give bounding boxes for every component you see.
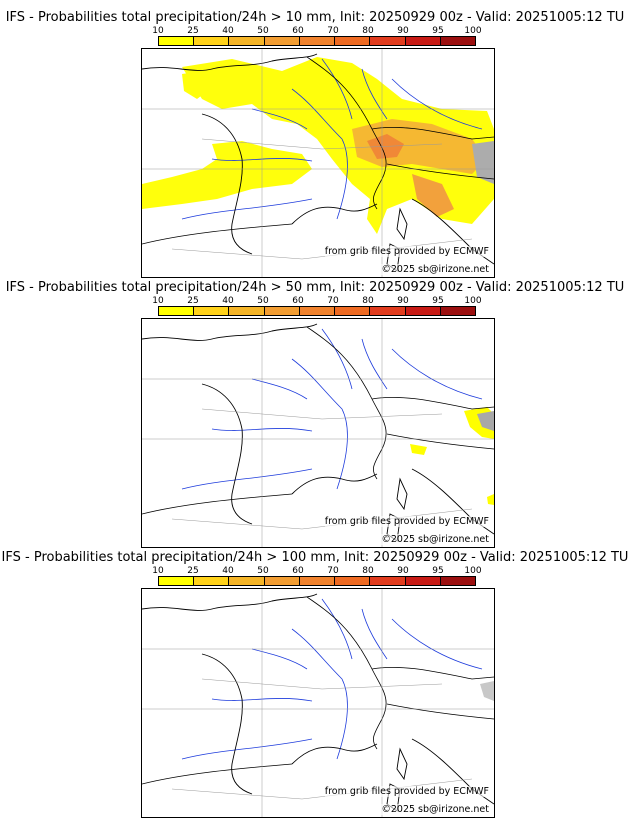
prob-grey-area xyxy=(480,681,494,701)
legend-tick: 90 xyxy=(397,296,409,306)
legend-swatch xyxy=(335,37,371,45)
legend-swatch xyxy=(440,37,475,45)
legend-tick: 70 xyxy=(327,26,339,36)
precip-field xyxy=(480,681,494,701)
legend-swatch xyxy=(229,577,265,585)
legend-tick: 80 xyxy=(362,296,374,306)
legend-swatch xyxy=(229,307,265,315)
legend-tick: 10 xyxy=(152,296,164,306)
prob-grey-area xyxy=(477,411,494,431)
panel-title: IFS - Probabilities total precipitation/… xyxy=(5,280,625,295)
legend-swatch xyxy=(159,577,195,585)
legend-swatch xyxy=(335,307,371,315)
copyright-credit: ©2025 sb@irizone.net xyxy=(381,534,489,545)
legend-tick: 50 xyxy=(257,566,269,576)
legend-swatch xyxy=(335,577,371,585)
legend-tick: 100 xyxy=(464,296,482,306)
source-credit: from grib files provided by ECMWF xyxy=(324,516,489,527)
legend-tick: 40 xyxy=(222,566,234,576)
legend-tick: 25 xyxy=(187,296,199,306)
precip-field xyxy=(142,57,494,234)
legend-tick: 60 xyxy=(292,296,304,306)
precip-map: from grib files provided by ECMWF ©2025 … xyxy=(141,588,495,818)
coastline xyxy=(142,323,494,542)
source-credit: from grib files provided by ECMWF xyxy=(324,246,489,257)
coastline xyxy=(142,593,494,812)
legend-tick: 40 xyxy=(222,296,234,306)
legend-tick: 50 xyxy=(257,26,269,36)
legend-swatch xyxy=(299,37,336,45)
legend-tick: 90 xyxy=(397,26,409,36)
rivers xyxy=(181,58,483,220)
legend-swatch xyxy=(370,37,406,45)
legend-tick: 10 xyxy=(152,26,164,36)
copyright-credit: ©2025 sb@irizone.net xyxy=(381,264,489,275)
legend-colorbar xyxy=(158,306,476,316)
coastline xyxy=(142,53,494,272)
prob-orange-area xyxy=(412,174,454,217)
admin-boundaries xyxy=(142,589,494,817)
legend-tick: 100 xyxy=(464,566,482,576)
legend-ticks: 10 25 40 50 60 70 80 90 95 100 xyxy=(152,26,481,36)
legend-swatch xyxy=(370,577,406,585)
legend-tick: 95 xyxy=(432,566,444,576)
legend-swatch xyxy=(299,307,336,315)
legend-swatch xyxy=(405,577,441,585)
legend-tick: 100 xyxy=(464,26,482,36)
rivers xyxy=(181,328,483,490)
legend-swatch xyxy=(370,307,406,315)
legend-swatch xyxy=(440,307,475,315)
prob-yellow-area xyxy=(487,494,494,505)
prob-yellow-area xyxy=(182,71,217,99)
legend-tick: 25 xyxy=(187,26,199,36)
legend-tick: 95 xyxy=(432,296,444,306)
legend-ticks: 10 25 40 50 60 70 80 90 95 100 xyxy=(152,566,481,576)
prob-yellow-area xyxy=(410,444,427,455)
legend-tick: 80 xyxy=(362,26,374,36)
panel-title: IFS - Probabilities total precipitation/… xyxy=(5,10,625,25)
legend-tick: 95 xyxy=(432,26,444,36)
legend-tick: 60 xyxy=(292,26,304,36)
legend-swatch xyxy=(299,577,336,585)
legend-swatch xyxy=(405,307,441,315)
panel-title: IFS - Probabilities total precipitation/… xyxy=(1,550,629,565)
legend-swatch xyxy=(194,307,230,315)
precip-field xyxy=(410,407,494,505)
legend-ticks: 10 25 40 50 60 70 80 90 95 100 xyxy=(152,296,481,306)
legend-swatch xyxy=(159,307,195,315)
legend-colorbar xyxy=(158,576,476,586)
rivers xyxy=(181,598,483,760)
legend-tick: 25 xyxy=(187,566,199,576)
legend-tick: 90 xyxy=(397,566,409,576)
legend-swatch xyxy=(229,37,265,45)
legend-tick: 40 xyxy=(222,26,234,36)
legend-colorbar xyxy=(158,36,476,46)
legend-swatch xyxy=(194,37,230,45)
legend-tick: 10 xyxy=(152,566,164,576)
legend-swatch xyxy=(405,37,441,45)
map-svg xyxy=(142,589,494,817)
copyright-credit: ©2025 sb@irizone.net xyxy=(381,804,489,815)
admin-boundaries xyxy=(142,49,494,277)
legend-tick: 70 xyxy=(327,566,339,576)
source-credit: from grib files provided by ECMWF xyxy=(324,786,489,797)
legend-swatch xyxy=(159,37,195,45)
prob-grey-area xyxy=(472,141,494,184)
legend-swatch xyxy=(264,577,300,585)
prob-yellow-area xyxy=(142,141,312,209)
legend-tick: 70 xyxy=(327,296,339,306)
legend-tick: 80 xyxy=(362,566,374,576)
admin-boundaries xyxy=(142,319,494,547)
precip-map: from grib files provided by ECMWF ©2025 … xyxy=(141,318,495,548)
precip-map: from grib files provided by ECMWF ©2025 … xyxy=(141,48,495,278)
map-svg xyxy=(142,319,494,547)
legend-swatch xyxy=(264,37,300,45)
legend-swatch xyxy=(440,577,475,585)
legend-tick: 50 xyxy=(257,296,269,306)
legend-tick: 60 xyxy=(292,566,304,576)
map-svg xyxy=(142,49,494,277)
legend-swatch xyxy=(264,307,300,315)
legend-swatch xyxy=(194,577,230,585)
